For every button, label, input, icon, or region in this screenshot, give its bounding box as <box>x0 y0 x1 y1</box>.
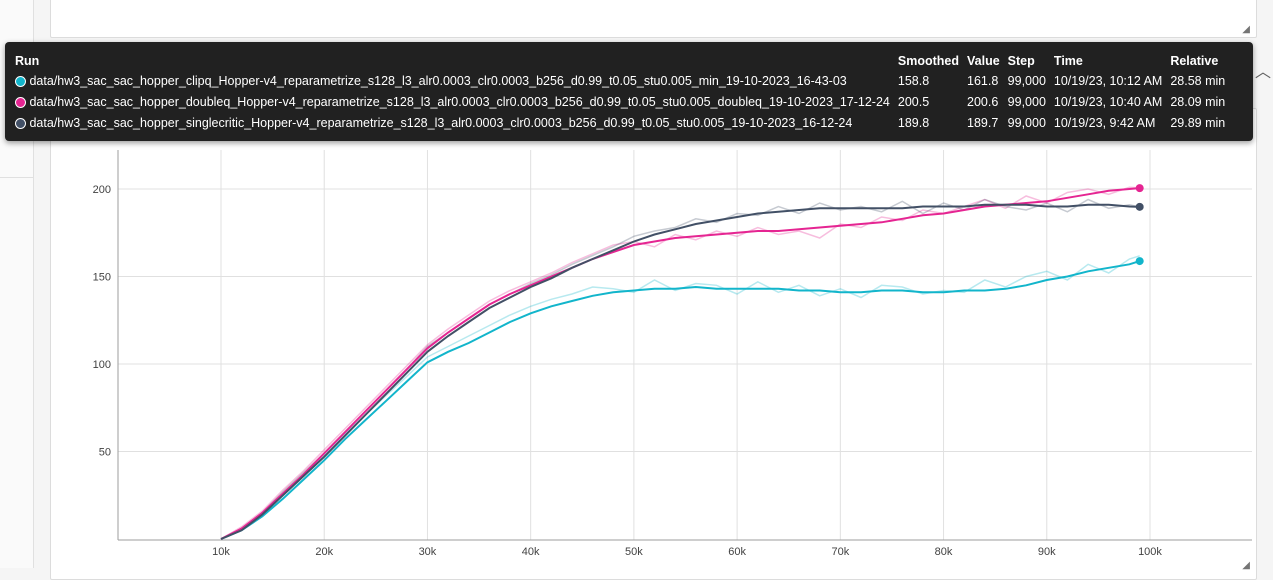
x-tick-label: 30k <box>419 546 437 558</box>
smoothed-series-lines <box>220 187 1140 540</box>
tooltip-row: data/hw3_sac_sac_hopper_doubleq_Hopper-v… <box>11 91 1229 112</box>
step-cell: 99,000 <box>1007 115 1046 130</box>
smoothed-series-line <box>220 260 1140 540</box>
step-cell: 99,000 <box>1007 73 1046 88</box>
collapse-chevron-icon[interactable]: ︿ <box>1254 64 1271 81</box>
smoothed-cell: 200.5 <box>897 94 930 109</box>
q-values-chart-card: ◢ <box>50 108 1257 580</box>
tooltip-header-row: Run Smoothed Value Step Time Relative <box>11 51 1229 70</box>
series-color-dot-icon <box>15 75 26 87</box>
q-values-line-chart[interactable]: 10k 20k 30k 40k 50k 60k 70k 80k 90k 100k 50 100 150 2… <box>0 0 1273 568</box>
time-cell: 10/19/23, 9:42 AM <box>1053 115 1156 130</box>
x-tick-label: 60k <box>728 546 746 558</box>
time-cell: 10/19/23, 10:12 AM <box>1053 73 1163 88</box>
x-tick-label: 80k <box>935 546 953 558</box>
header-time: Time <box>1053 53 1083 68</box>
tooltip-table: Run Smoothed Value Step Time Relative da… <box>11 51 1229 133</box>
hover-tooltip: Run Smoothed Value Step Time Relative da… <box>5 42 1253 141</box>
x-tick-label: 20k <box>315 546 333 558</box>
y-tick-label: 50 <box>99 447 111 459</box>
raw-series-lines <box>220 186 1140 540</box>
relative-cell: 28.09 min <box>1170 94 1226 109</box>
chart-grid <box>118 150 1252 540</box>
run-cell: data/hw3_sac_sac_hopper_singlecritic_Hop… <box>11 112 894 133</box>
resize-handle-icon[interactable]: ◢ <box>1242 560 1250 571</box>
value-cell: 161.8 <box>967 73 999 88</box>
y-tick-label: 200 <box>93 184 111 196</box>
series-end-points <box>1135 184 1144 266</box>
series-color-dot-icon <box>15 96 26 108</box>
run-cell: data/hw3_sac_sac_hopper_doubleq_Hopper-v… <box>11 91 894 112</box>
header-run: Run <box>15 53 40 68</box>
raw-series-line <box>220 198 1140 540</box>
smoothed-cell: 189.8 <box>897 115 930 130</box>
tooltip-row: data/hw3_sac_sac_hopper_clipq_Hopper-v4_… <box>11 70 1229 91</box>
chart-axes <box>117 150 1252 541</box>
x-tick-label: 10k <box>212 546 230 558</box>
value-cell: 200.6 <box>967 94 999 109</box>
run-name: data/hw3_sac_sac_hopper_singlecritic_Hop… <box>29 115 853 130</box>
x-tick-label: 90k <box>1038 546 1056 558</box>
header-smoothed: Smoothed <box>897 53 959 68</box>
x-tick-label: 70k <box>831 546 849 558</box>
series-color-dot-icon <box>15 117 26 129</box>
run-name: data/hw3_sac_sac_hopper_doubleq_Hopper-v… <box>29 94 890 109</box>
header-step: Step <box>1007 53 1035 68</box>
raw-series-line <box>220 255 1140 540</box>
relative-cell: 28.58 min <box>1170 73 1226 88</box>
tooltip-row: data/hw3_sac_sac_hopper_singlecritic_Hop… <box>11 112 1229 133</box>
x-tick-label: 50k <box>625 546 643 558</box>
x-tick-label: 40k <box>522 546 540 558</box>
run-cell: data/hw3_sac_sac_hopper_clipq_Hopper-v4_… <box>11 70 894 91</box>
series-end-point <box>1135 202 1144 211</box>
series-end-point <box>1135 257 1144 266</box>
value-cell: 189.7 <box>967 115 999 130</box>
header-value: Value <box>967 53 1000 68</box>
tick-labels: 10k 20k 30k 40k 50k 60k 70k 80k 90k 100k 50 100 150 2… <box>93 184 1163 558</box>
left-panel-divider <box>0 177 33 178</box>
smoothed-series-line <box>220 203 1140 540</box>
x-tick-label: 100k <box>1138 546 1162 558</box>
header-relative: Relative <box>1170 53 1219 68</box>
raw-series-line <box>220 186 1140 540</box>
run-name: data/hw3_sac_sac_hopper_clipq_Hopper-v4_… <box>29 73 847 88</box>
relative-cell: 29.89 min <box>1170 115 1226 130</box>
previous-chart-card: ◢ <box>50 0 1257 38</box>
y-tick-label: 150 <box>93 272 111 284</box>
y-tick-label: 100 <box>93 359 111 371</box>
resize-handle-icon[interactable]: ◢ <box>1242 24 1250 35</box>
step-cell: 99,000 <box>1007 94 1046 109</box>
series-end-point <box>1135 184 1144 193</box>
smoothed-cell: 158.8 <box>897 73 930 88</box>
time-cell: 10/19/23, 10:40 AM <box>1053 94 1163 109</box>
